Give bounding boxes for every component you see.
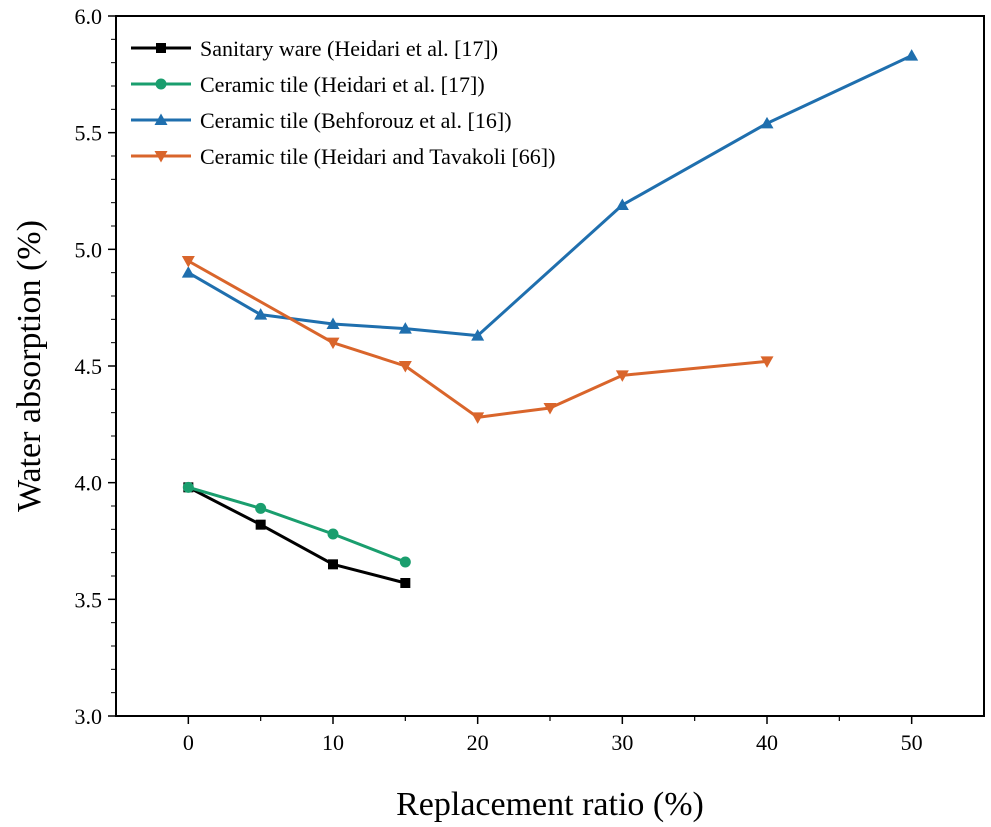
legend-item-3: Ceramic tile (Behforouz et al. [16]) [131,108,512,133]
x-axis-title: Replacement ratio (%) [396,786,704,823]
data-point [181,266,195,278]
legend-marker [154,113,168,125]
data-point [328,559,338,570]
data-point [615,198,629,210]
legend: Sanitary ware (Heidari et al. [17]) Ceram… [131,36,555,169]
data-point [254,308,268,320]
x-tick-label: 40 [756,730,778,755]
legend-marker [154,151,168,163]
y-axis-title: Water absorption (%) [11,220,48,512]
series-1 [183,482,411,588]
data-point [398,361,412,373]
y-tick-label: 3.5 [75,587,103,612]
series-line [187,486,406,585]
data-point [760,356,774,368]
legend-marker [156,43,166,53]
x-tick-label: 20 [467,730,489,755]
data-point [255,519,266,530]
data-point [760,116,774,129]
legend-marker [155,78,167,90]
series-2 [182,481,411,568]
legend-label: Ceramic tile (Behforouz et al. [16]) [200,108,512,133]
x-tick-label: 50 [901,730,923,755]
series-layer [181,49,919,588]
data-point [543,403,557,415]
data-point [255,502,267,514]
legend-item-4: Ceramic tile (Heidari and Tavakoli [66]) [131,144,555,169]
data-point [326,317,340,329]
y-tick-label: 3.0 [75,704,103,729]
data-point [398,322,412,334]
data-point [181,256,195,268]
data-point [905,49,919,61]
data-point [326,337,340,350]
data-point [399,556,411,568]
y-tick-label: 5.0 [75,237,103,262]
legend-label: Ceramic tile (Heidari et al. [17]) [200,72,485,97]
data-point [471,329,485,341]
legend-label: Sanitary ware (Heidari et al. [17]) [200,36,498,61]
y-tick-label: 4.0 [75,471,103,496]
y-tick-label: 5.5 [75,121,103,146]
data-point [327,528,339,540]
y-tick-label: 4.5 [75,354,103,379]
series-3 [181,49,919,341]
data-point [400,578,411,588]
data-point [471,412,485,424]
legend-item-1: Sanitary ware (Heidari et al. [17]) [131,36,498,61]
x-tick-label: 10 [322,730,344,755]
data-point [615,370,629,382]
series-line [187,485,406,564]
x-tick-label: 0 [183,730,194,755]
x-tick-label: 30 [611,730,633,755]
data-point [182,481,194,493]
legend-label: Ceramic tile (Heidari and Tavakoli [66]) [200,144,555,169]
y-tick-label: 6.0 [75,4,103,29]
series-4 [181,256,774,424]
ticks: 0 10 20 30 40 50 3.0 3.5 4.0 4.5 5.0 5.5 6.0 [75,4,923,755]
legend-item-2: Ceramic tile (Heidari et al. [17]) [131,72,485,97]
series-line [187,54,913,338]
